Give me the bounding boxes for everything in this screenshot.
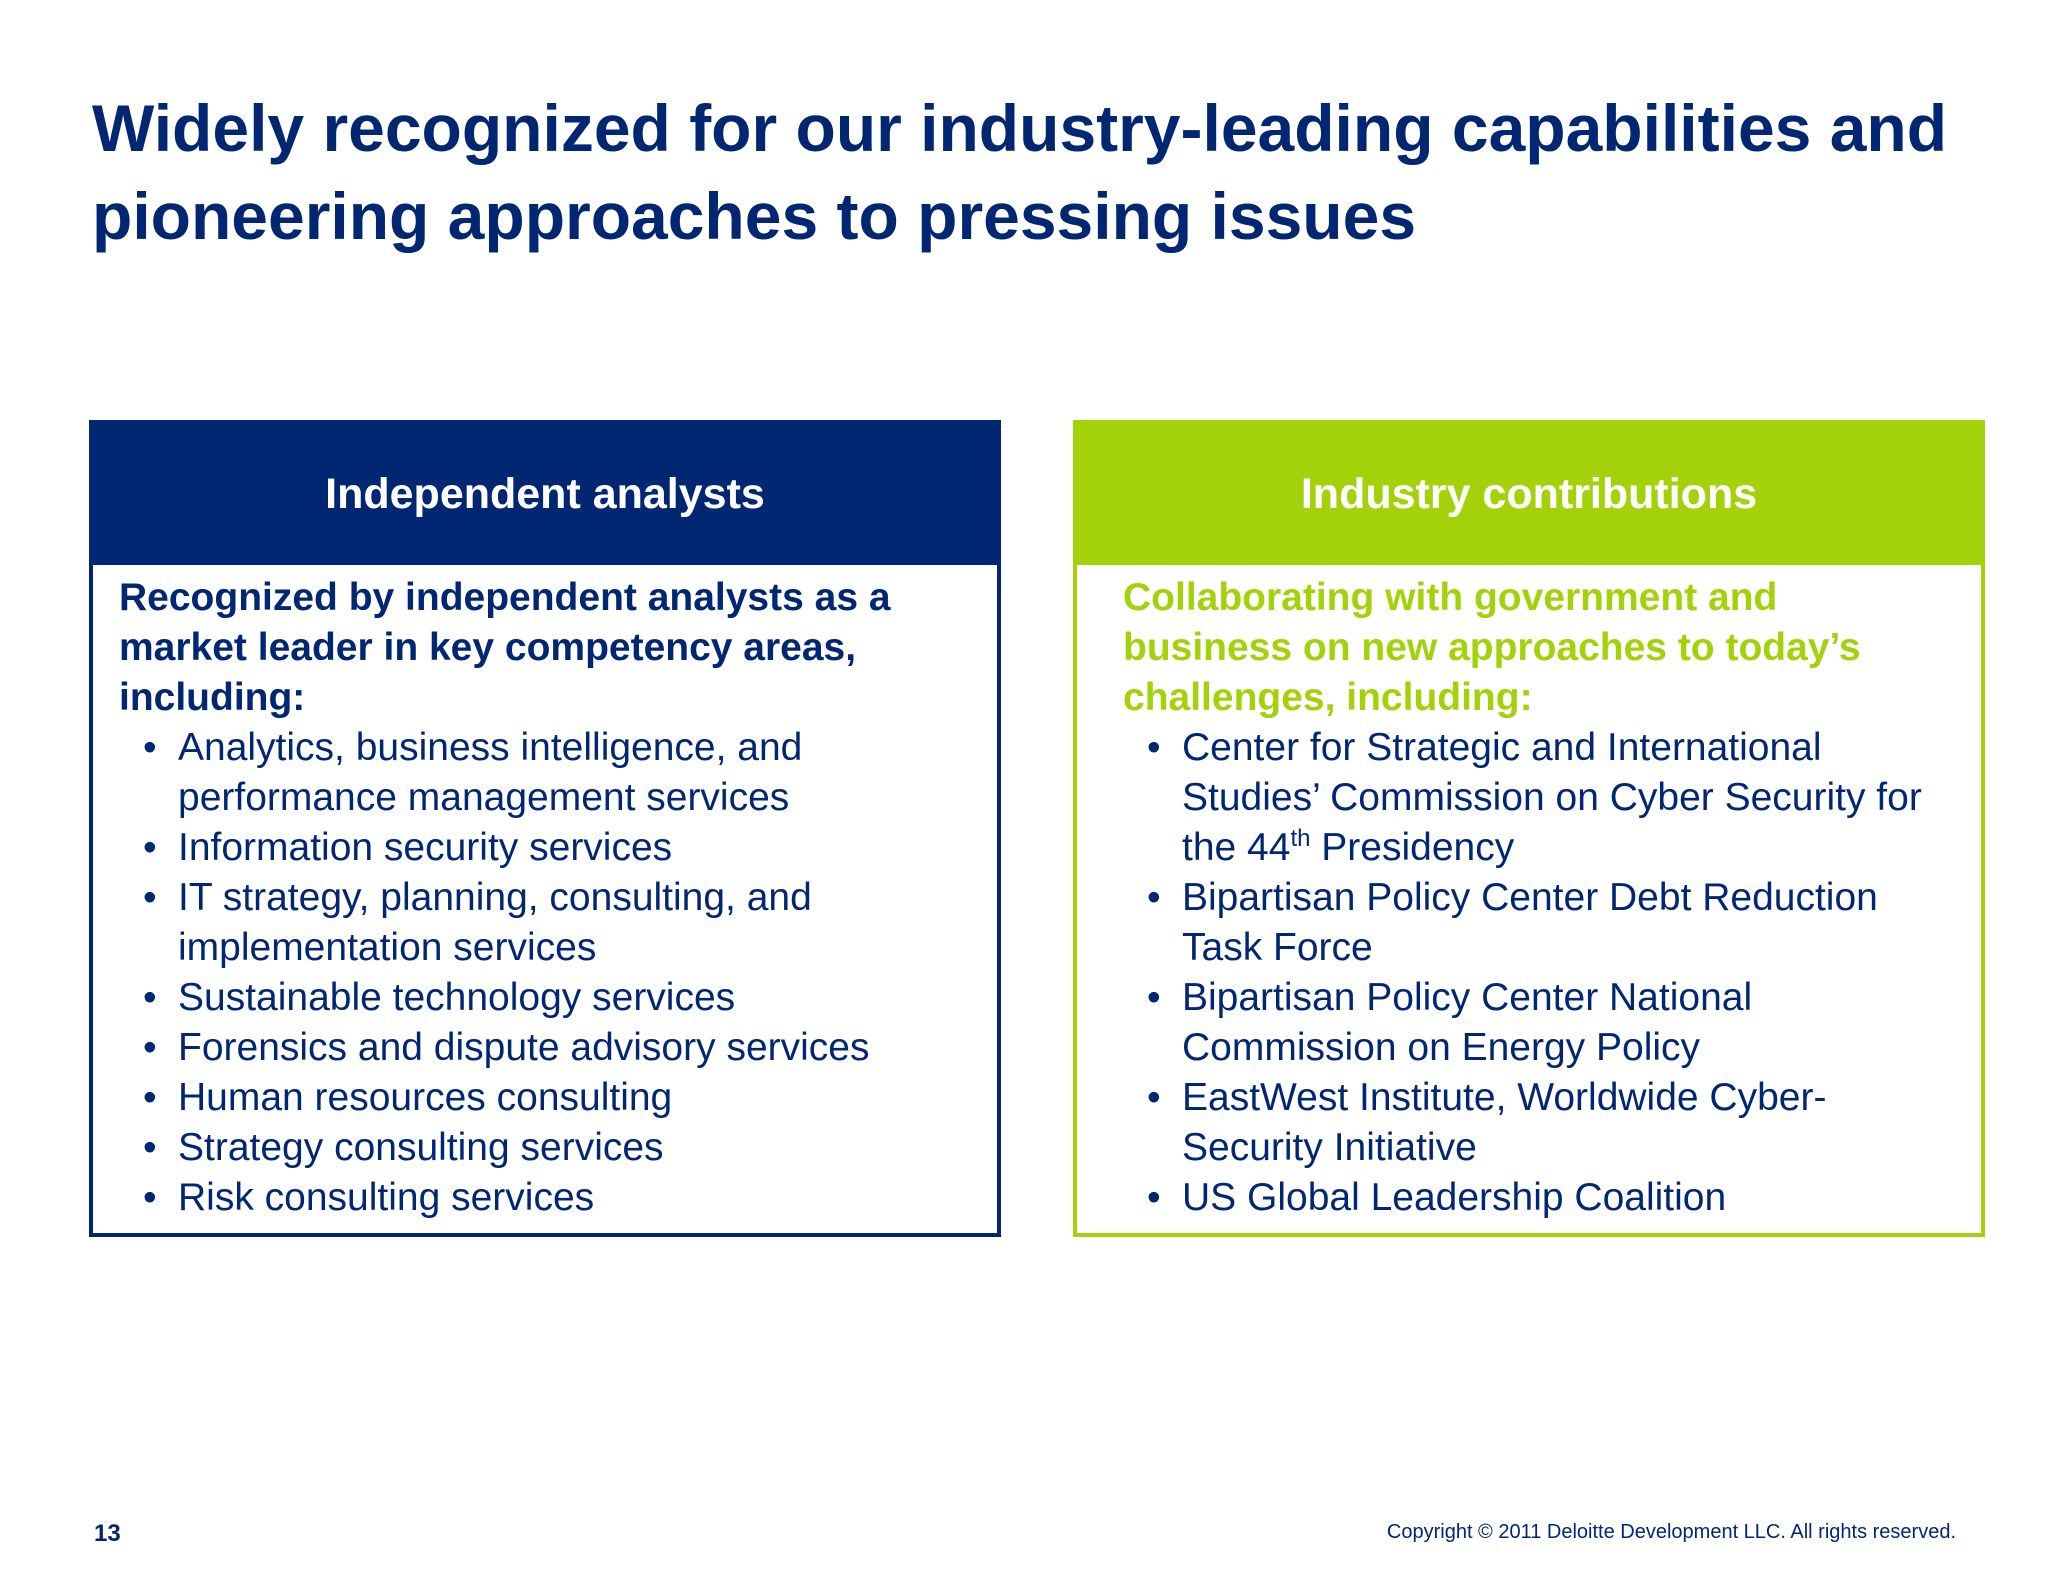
bullet-list: • Center for Strategic and International …	[1123, 723, 1955, 1223]
bullet-icon: •	[1147, 1076, 1161, 1119]
list-item-text: Analytics, business intelligence, and pe…	[178, 726, 803, 819]
list-item-text: Sustainable technology services	[178, 976, 736, 1019]
list-item: • Strategy consulting services	[119, 1123, 971, 1173]
list-item-text: Bipartisan Policy Center National Commis…	[1182, 976, 1753, 1069]
copyright-notice: Copyright © 2011 Deloitte Development LL…	[1386, 1521, 1956, 1543]
bullet-icon: •	[143, 726, 157, 769]
slide-title: Widely recognized for our industry-leadi…	[92, 91, 1948, 253]
list-item-text: IT strategy, planning, consulting, and i…	[178, 876, 812, 969]
list-item: • Forensics and dispute advisory services	[119, 1023, 971, 1073]
list-item: • Risk consulting services	[119, 1173, 971, 1223]
list-item: • Sustainable technology services	[119, 973, 971, 1023]
list-item: • EastWest Institute, Worldwide Cyber-Sec…	[1123, 1073, 1955, 1173]
list-item-text: Bipartisan Policy Center Debt Reduction …	[1182, 876, 1878, 969]
list-item-text: Risk consulting services	[178, 1176, 595, 1219]
bullet-icon: •	[1147, 876, 1161, 919]
bullet-icon: •	[143, 1176, 157, 1219]
list-item-text: Forensics and dispute advisory services	[178, 1026, 870, 1069]
industry-contributions-panel: Industry contributions Collaborating wit…	[1073, 420, 1985, 1237]
panel-intro: Recognized by independent analysts as a …	[119, 576, 891, 719]
list-item-text: Human resources consulting	[178, 1076, 673, 1119]
list-item-text: Information security services	[178, 826, 673, 869]
list-item-text-end: Presidency	[1310, 826, 1515, 869]
list-item: • Information security services	[119, 823, 971, 873]
ordinal-suffix: th	[1290, 825, 1311, 852]
bullet-icon: •	[143, 876, 157, 919]
list-item-text-main: Center for Strategic and International S…	[1182, 726, 1922, 869]
list-item: • Bipartisan Policy Center Debt Reduction…	[1123, 873, 1955, 973]
bullet-icon: •	[143, 826, 157, 869]
list-item: • IT strategy, planning, consulting, and …	[119, 873, 971, 973]
list-item-text: US Global Leadership Coalition	[1182, 1176, 1727, 1219]
bullet-icon: •	[1147, 976, 1161, 1019]
panel-header: Independent analysts	[93, 424, 997, 565]
list-item-text: Strategy consulting services	[178, 1126, 664, 1169]
panel-body: Recognized by independent analysts as a …	[93, 565, 997, 1223]
list-item: • Bipartisan Policy Center National Commi…	[1123, 973, 1955, 1073]
list-item: • Center for Strategic and International …	[1123, 723, 1955, 873]
independent-analysts-panel: Independent analysts Recognized by indep…	[89, 420, 1001, 1237]
panel-header: Industry contributions	[1077, 424, 1981, 565]
bullet-icon: •	[143, 1126, 157, 1169]
list-item-text: EastWest Institute, Worldwide Cyber-Secu…	[1182, 1076, 1827, 1169]
bullet-list: • Analytics, business intelligence, and p…	[119, 723, 971, 1223]
list-item: • Analytics, business intelligence, and p…	[119, 723, 971, 823]
list-item: • US Global Leadership Coalition	[1123, 1173, 1955, 1223]
list-item-text: Center for Strategic and International S…	[1182, 726, 1922, 869]
bullet-icon: •	[1147, 1176, 1161, 1219]
panel-body: Collaborating with government and busine…	[1077, 565, 1981, 1223]
bullet-icon: •	[1147, 726, 1161, 769]
bullet-icon: •	[143, 976, 157, 1019]
bullet-icon: •	[143, 1026, 157, 1069]
page-number: 13	[94, 1520, 121, 1547]
list-item: • Human resources consulting	[119, 1073, 971, 1123]
bullet-icon: •	[143, 1076, 157, 1119]
panel-intro: Collaborating with government and busine…	[1123, 576, 1861, 719]
